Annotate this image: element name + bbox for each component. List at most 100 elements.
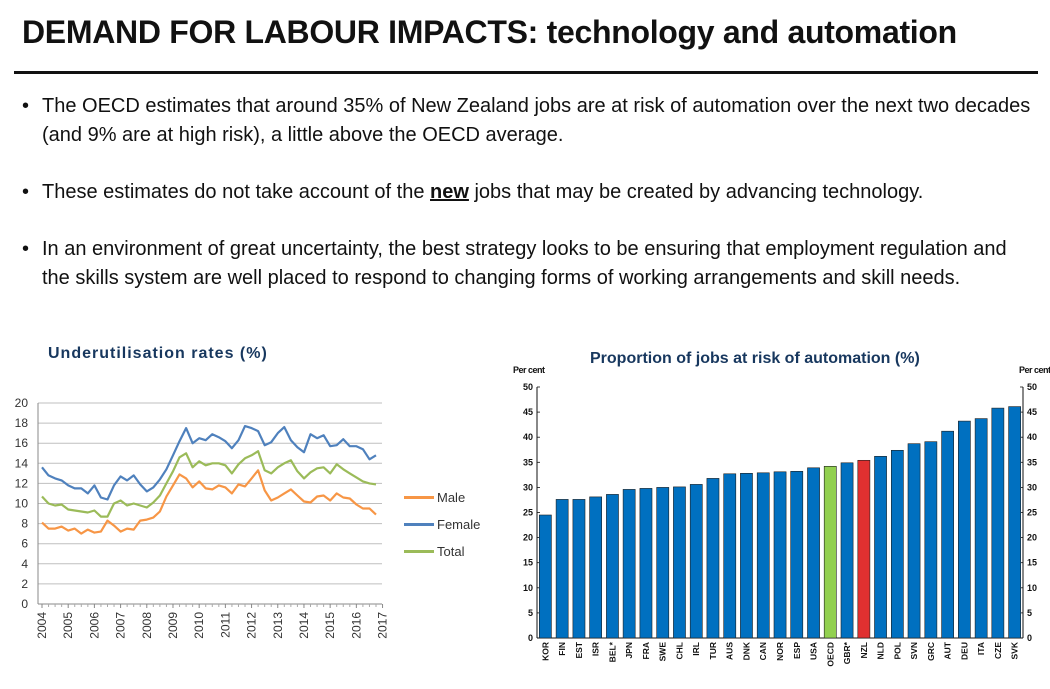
line-y-tick-label: 2	[21, 577, 28, 591]
automation-chart-title: Proportion of jobs at risk of automation…	[590, 350, 920, 367]
line-x-tick-label: 2017	[376, 612, 390, 639]
bullet-new-jobs-pre: These estimates do not take account of t…	[42, 181, 431, 203]
bar-y-tick-label-left: 30	[523, 482, 533, 492]
bar-pol	[890, 449, 904, 639]
line-y-tick-label: 10	[15, 497, 29, 511]
bar-y-tick-label-right: 20	[1027, 533, 1037, 543]
legend-swatch-male	[404, 496, 434, 499]
bar-y-tick-label-left: 25	[523, 508, 533, 518]
bar-y-tick-label-right: 25	[1027, 508, 1037, 518]
bar-x-tick-label: POL	[892, 642, 902, 659]
bar-usa	[807, 467, 820, 639]
line-x-tick-label: 2006	[87, 612, 101, 639]
line-x-tick-label: 2010	[192, 612, 206, 639]
line-y-tick-label: 14	[15, 456, 29, 470]
legend-swatch-female	[404, 523, 434, 526]
bar-fra	[639, 488, 653, 639]
bar-aut	[941, 430, 954, 639]
bar-y-tick-label-left: 50	[523, 382, 533, 392]
line-x-tick-label: 2013	[271, 612, 285, 639]
bar-y-tick-label-right: 35	[1027, 457, 1037, 467]
line-x-tick-label: 2011	[218, 612, 232, 638]
bar-irl	[689, 484, 703, 639]
bar-x-tick-label: NZL	[859, 642, 869, 659]
bar-x-tick-label: ISR	[591, 642, 601, 656]
bar-y-tick-label-right: 30	[1027, 482, 1037, 492]
line-x-tick-label: 2015	[323, 612, 337, 639]
bullet-oecd-estimate: The OECD estimates that around 35% of Ne…	[22, 92, 1032, 150]
bar-y-tick-label-right: 0	[1027, 633, 1032, 643]
bar-x-tick-label: OECD	[825, 642, 835, 667]
legend-label-female: Female	[437, 517, 481, 532]
bar-y-tick-label-left: 0	[528, 633, 533, 643]
bar-y-label-right: Per cent	[1019, 365, 1050, 375]
bullet-strategy: In an environment of great uncertainty, …	[22, 235, 1032, 293]
bar-kor	[538, 514, 552, 639]
line-series-female	[41, 425, 377, 501]
bar-x-tick-label: TUR	[708, 642, 718, 659]
bullet-new-jobs-post: jobs that may be created by advancing te…	[468, 181, 924, 203]
bar-y-tick-label-left: 35	[523, 457, 533, 467]
bar-x-tick-label: AUS	[725, 642, 735, 660]
line-x-tick-label: 2008	[140, 612, 154, 639]
bar-swe	[656, 487, 670, 639]
line-y-tick-label: 12	[15, 476, 29, 490]
legend-item-total: Total	[404, 538, 480, 565]
bar-x-tick-label: NOR	[775, 642, 785, 661]
bar-esp	[790, 470, 804, 639]
bar-dnk	[740, 472, 753, 639]
bar-y-tick-label-right: 15	[1027, 558, 1037, 568]
bar-isr	[589, 496, 602, 639]
bar-deu	[957, 420, 971, 639]
bar-ita	[974, 418, 988, 639]
line-x-tick-label: 2009	[166, 612, 180, 639]
legend-item-male: Male	[404, 484, 480, 511]
bullet-list: The OECD estimates that around 35% of Ne…	[22, 92, 1032, 321]
bar-y-label-left: Per cent	[513, 365, 545, 375]
bar-tur	[706, 478, 720, 639]
bar-x-tick-label: ESP	[792, 642, 802, 659]
legend-label-male: Male	[437, 490, 466, 505]
bar-x-tick-label: FRA	[641, 642, 651, 659]
line-chart-legend: Male Female Total	[404, 484, 480, 565]
bar-y-tick-label-left: 45	[523, 407, 533, 417]
bar-y-tick-label-left: 20	[523, 533, 533, 543]
bar-can	[756, 472, 770, 639]
bar-bel	[606, 494, 619, 639]
bar-y-tick-label-right: 5	[1027, 608, 1032, 618]
bar-jpn	[622, 489, 636, 639]
bar-y-tick-label-right: 50	[1027, 382, 1037, 392]
legend-label-total: Total	[437, 544, 465, 559]
legend-item-female: Female	[404, 511, 480, 538]
underutilisation-chart-title: Underutilisation rates (%)	[48, 345, 268, 362]
bar-svk	[1008, 406, 1021, 639]
bar-x-tick-label: GRC	[926, 642, 936, 661]
bar-svn	[907, 443, 921, 639]
bar-x-tick-label: IRL	[691, 642, 701, 656]
bar-x-tick-label: ITA	[976, 642, 986, 655]
bar-x-tick-label: USA	[809, 642, 819, 660]
legend-swatch-total	[404, 550, 434, 553]
bar-y-tick-label-left: 10	[523, 583, 533, 593]
line-x-tick-label: 2016	[349, 612, 363, 639]
bar-x-tick-label: GBR*	[842, 641, 852, 664]
line-x-tick-label: 2004	[35, 612, 49, 639]
bar-chl	[673, 486, 686, 639]
bar-x-tick-label: AUT	[943, 641, 953, 659]
line-y-tick-label: 8	[21, 517, 28, 531]
bar-y-tick-label-right: 45	[1027, 407, 1037, 417]
line-y-tick-label: 6	[21, 537, 28, 551]
line-y-tick-label: 20	[15, 396, 29, 410]
bar-x-tick-label: JPN	[624, 642, 634, 659]
slide-title: DEMAND FOR LABOUR IMPACTS: technology an…	[22, 14, 957, 50]
line-y-tick-label: 0	[21, 597, 28, 611]
bullet-new-jobs: These estimates do not take account of t…	[22, 178, 1032, 207]
bar-oecd	[823, 465, 837, 639]
bar-x-tick-label: CZE	[993, 642, 1003, 659]
bar-x-tick-label: SVN	[909, 642, 919, 659]
bar-y-tick-label-right: 40	[1027, 432, 1037, 442]
bar-y-tick-label-right: 10	[1027, 583, 1037, 593]
bar-aus	[723, 473, 737, 639]
